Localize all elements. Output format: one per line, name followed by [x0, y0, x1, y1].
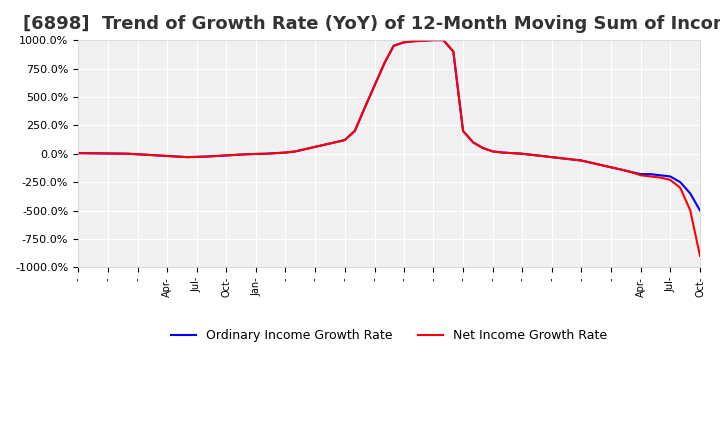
- Title: [6898]  Trend of Growth Rate (YoY) of 12-Month Moving Sum of Incomes: [6898] Trend of Growth Rate (YoY) of 12-…: [23, 15, 720, 33]
- Line: Ordinary Income Growth Rate: Ordinary Income Growth Rate: [78, 40, 700, 210]
- Line: Net Income Growth Rate: Net Income Growth Rate: [78, 40, 700, 256]
- Legend: Ordinary Income Growth Rate, Net Income Growth Rate: Ordinary Income Growth Rate, Net Income …: [166, 324, 612, 348]
